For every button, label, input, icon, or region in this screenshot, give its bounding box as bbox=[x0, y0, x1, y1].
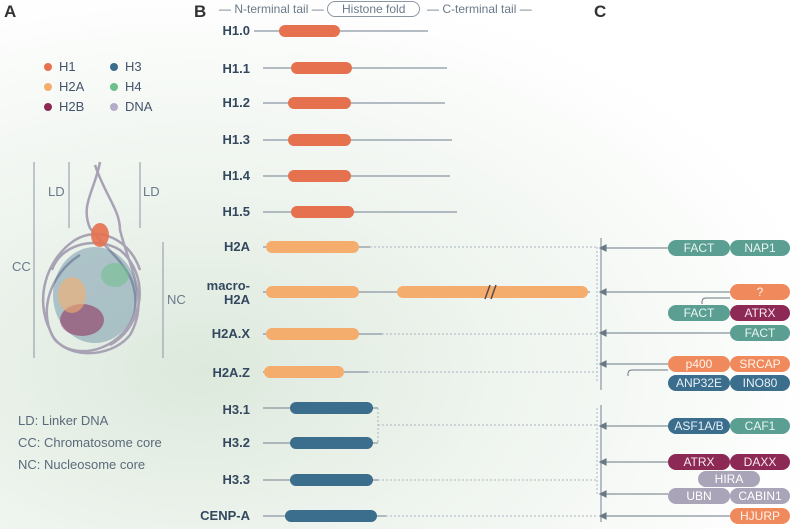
n-terminal-tail-header: — N-terminal tail — bbox=[219, 2, 324, 16]
chaperone-fact-h2a: FACT bbox=[668, 240, 730, 256]
panel-a-letter: A bbox=[4, 2, 17, 21]
protein-label-h1-5: H1.5 bbox=[222, 204, 250, 219]
protein-label-h1-3: H1.3 bbox=[222, 132, 250, 147]
h2a-dot-icon bbox=[44, 82, 52, 91]
glossary: LD: Linker DNA CC: Chromatosome core NC:… bbox=[18, 410, 162, 476]
dna-helix-icon bbox=[41, 161, 142, 355]
chaperone-ubn: UBN bbox=[668, 488, 730, 504]
protein-label-macro-h2a: macro- H2A bbox=[206, 278, 250, 307]
legend-h3: H3 bbox=[110, 59, 142, 74]
legend-h2b: H2B bbox=[44, 99, 84, 114]
chaperone-unknown: ? bbox=[730, 284, 790, 300]
chaperone-atrx-h33: ATRX bbox=[668, 454, 730, 470]
glossary-cc: CC: Chromatosome core bbox=[18, 435, 162, 450]
cc-label: CC bbox=[12, 259, 31, 274]
legend-h2a: H2A bbox=[44, 79, 84, 94]
chaperone-daxx: DAXX bbox=[730, 454, 790, 470]
h4-dot-icon bbox=[110, 82, 118, 91]
protein-label-cenp-a: CENP-A bbox=[200, 508, 250, 523]
protein-label-h1-1: H1.1 bbox=[222, 61, 250, 76]
glossary-ld: LD: Linker DNA bbox=[18, 413, 109, 428]
ld-label-left: LD bbox=[48, 184, 65, 199]
h2a-fold-bars bbox=[264, 241, 588, 378]
chaperone-fact-h2ax: FACT bbox=[730, 325, 790, 341]
protein-label-h3-3: H3.3 bbox=[222, 472, 250, 487]
chaperone-hira: HIRA bbox=[698, 471, 760, 487]
chaperone-asf1: ASF1A/B bbox=[668, 418, 730, 434]
chaperone-fact-macroh2a: FACT bbox=[668, 305, 730, 321]
ld-label-right: LD bbox=[143, 184, 160, 199]
chaperone-ino80: INO80 bbox=[730, 375, 790, 391]
protein-label-h1-2: H1.2 bbox=[222, 95, 250, 110]
chaperone-nap1: NAP1 bbox=[730, 240, 790, 256]
histone-fold-header: Histone fold bbox=[327, 1, 421, 17]
panel-b-letter: B bbox=[194, 2, 207, 21]
c-terminal-tail-header: — C-terminal tail — bbox=[427, 2, 532, 16]
h3-fold-bars bbox=[285, 402, 377, 522]
h3-dot-icon bbox=[110, 62, 118, 71]
h1-fold-bars bbox=[279, 25, 354, 218]
dna-dot-icon bbox=[110, 102, 118, 111]
legend-dna: DNA bbox=[110, 99, 152, 114]
nc-label: NC bbox=[167, 292, 186, 307]
chaperone-p400: p400 bbox=[668, 356, 730, 372]
protein-label-h1-0: H1.0 bbox=[222, 23, 250, 38]
chaperone-caf1: CAF1 bbox=[730, 418, 790, 434]
protein-label-h2a-z: H2A.Z bbox=[212, 365, 250, 380]
protein-label-h3-2: H3.2 bbox=[222, 435, 250, 450]
chromatosome-structure bbox=[33, 161, 164, 358]
panel-c-letter: C bbox=[594, 2, 607, 21]
h1-dot-icon bbox=[44, 62, 52, 71]
protein-label-h3-1: H3.1 bbox=[222, 402, 250, 417]
h1-globule-icon bbox=[91, 223, 109, 247]
chaperone-atrx-macroh2a: ATRX bbox=[730, 305, 790, 321]
glossary-nc: NC: Nucleosome core bbox=[18, 457, 146, 472]
protein-label-h2a-x: H2A.X bbox=[211, 326, 250, 341]
chaperone-srcap: SRCAP bbox=[730, 356, 790, 372]
break-mark-icon bbox=[484, 284, 497, 300]
deposition-arrows bbox=[598, 244, 730, 520]
legend-h1: H1 bbox=[44, 59, 76, 74]
chaperone-anp32e: ANP32E bbox=[668, 375, 730, 391]
chaperone-hjurp: HJURP bbox=[730, 508, 790, 524]
protein-label-h1-4: H1.4 bbox=[222, 168, 250, 183]
protein-label-h2a: H2A bbox=[223, 239, 250, 254]
h2b-dot-icon bbox=[44, 102, 52, 111]
chaperone-cabin1: CABIN1 bbox=[730, 488, 790, 504]
legend-h4: H4 bbox=[110, 79, 142, 94]
